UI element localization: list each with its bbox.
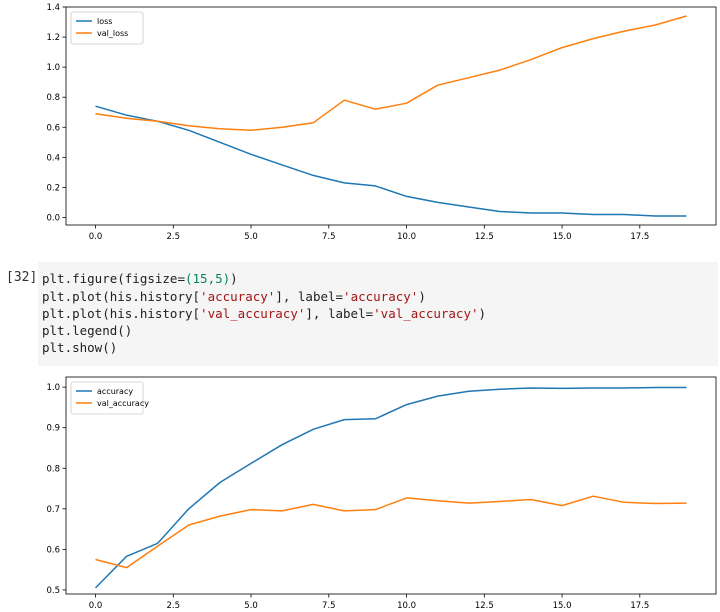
- y-tick-label: 0.2: [46, 183, 60, 193]
- code-editor[interactable]: plt.figure(figsize=(15,5)) plt.plot(his.…: [38, 262, 718, 366]
- x-tick-label: 17.5: [630, 232, 649, 242]
- code-token: plt.figure(figsize=: [42, 271, 185, 286]
- code-cell[interactable]: [32] plt.figure(figsize=(15,5)) plt.plot…: [0, 262, 720, 366]
- code-token: ], label=: [275, 289, 344, 304]
- cell-prompt: [32]: [6, 270, 38, 285]
- code-token: plt.plot(his.history[: [42, 289, 201, 304]
- y-tick-label: 0.6: [46, 545, 60, 555]
- code-token: 'accuracy': [200, 289, 276, 304]
- code-line-1: plt.figure(figsize=(15,5)): [42, 271, 238, 286]
- legend-box: [70, 381, 144, 415]
- x-tick-label: 2.5: [167, 232, 181, 242]
- x-tick-label: 15.0: [553, 601, 572, 611]
- series-line-loss: [95, 105, 687, 217]
- code-token: 'val_accuracy': [200, 306, 306, 321]
- x-tick-label: 17.5: [630, 601, 649, 611]
- code-line-3: plt.plot(his.history['val_accuracy'], la…: [42, 306, 486, 321]
- y-tick-label: 0.7: [46, 505, 60, 515]
- y-tick-label: 1.4: [46, 3, 60, 13]
- x-tick-label: 12.5: [475, 232, 494, 242]
- x-tick-label: 5.0: [244, 601, 258, 611]
- x-tick-label: 15.0: [553, 232, 572, 242]
- code-token: ], label=: [305, 306, 374, 321]
- code-token: 'val_accuracy': [373, 306, 479, 321]
- x-tick-label: 10.0: [397, 232, 416, 242]
- code-token: plt.legend(): [42, 323, 133, 338]
- x-tick-label: 2.5: [167, 601, 181, 611]
- code-token: ): [478, 306, 487, 321]
- legend-label: loss: [97, 17, 112, 26]
- legend-label: accuracy: [97, 387, 133, 396]
- x-tick-label: 0.0: [89, 232, 103, 242]
- legend-label: val_accuracy: [97, 399, 149, 408]
- loss-chart: 0.0 2.5 5.0 7.5 10.0 12.5 15.0 17.5 0.0 0.2 0.4 0.6…: [46, 3, 717, 242]
- code-line-4: plt.legend(): [42, 323, 132, 338]
- y-tick-label: 0.6: [46, 123, 60, 133]
- x-tick-label: 12.5: [475, 601, 494, 611]
- series-line-val_accuracy: [95, 495, 687, 569]
- code-line-2: plt.plot(his.history['accuracy'], label=…: [42, 289, 426, 304]
- y-tick-label: 0.8: [46, 93, 60, 103]
- accuracy-chart: 0.0 2.5 5.0 7.5 10.0 12.5 15.0 17.5 0.5 0.6 0.7 0.8…: [46, 376, 717, 611]
- y-tick-label: 0.9: [46, 424, 60, 434]
- code-token: (15,5): [185, 271, 231, 286]
- y-tick-label: 0.4: [46, 153, 60, 163]
- y-tick-label: 1.0: [46, 383, 60, 393]
- x-tick-label: 0.0: [89, 601, 103, 611]
- code-token: plt.show(): [42, 340, 118, 355]
- y-tick-label: 1.2: [46, 33, 60, 43]
- y-tick-label: 0.0: [46, 213, 60, 223]
- y-tick-label: 0.8: [46, 464, 60, 474]
- legend-box: [70, 11, 144, 45]
- plot-frame: [65, 6, 717, 226]
- x-tick-label: 7.5: [322, 601, 336, 611]
- code-token: ): [230, 271, 238, 286]
- code-line-5: plt.show(): [42, 340, 117, 355]
- code-token: plt.plot(his.history[: [42, 306, 201, 321]
- x-tick-label: 10.0: [397, 601, 416, 611]
- series-line-val_loss: [95, 15, 687, 132]
- x-tick-label: 7.5: [322, 232, 336, 242]
- code-token: ): [418, 289, 426, 304]
- series-line-accuracy: [94, 386, 687, 589]
- code-token: 'accuracy': [343, 289, 419, 304]
- plot-frame: [65, 376, 717, 595]
- x-tick-label: 5.0: [244, 232, 258, 242]
- y-tick-label: 1.0: [46, 63, 60, 73]
- legend-label: val_loss: [97, 29, 128, 38]
- y-tick-label: 0.5: [46, 586, 60, 596]
